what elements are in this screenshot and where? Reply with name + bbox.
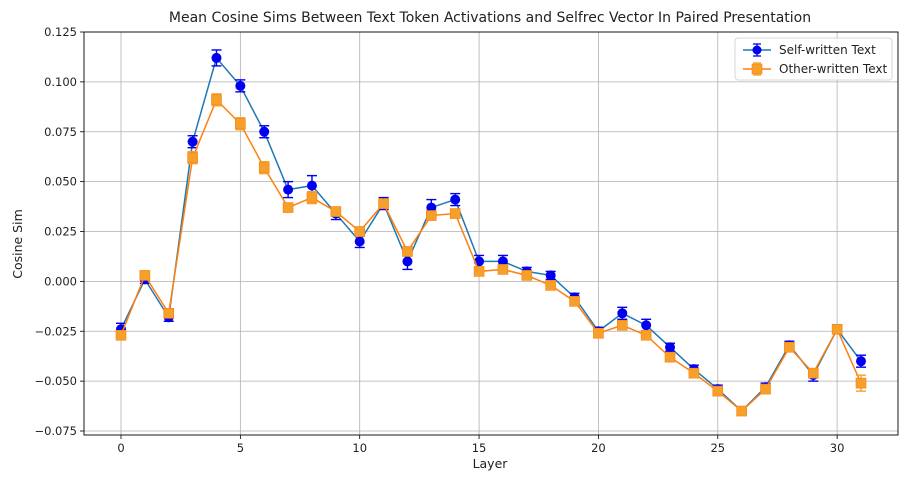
chart-title: Mean Cosine Sims Between Text Token Acti…	[169, 10, 811, 26]
data-point	[402, 256, 413, 267]
data-point	[497, 264, 509, 275]
legend-item: Self-written Text	[743, 43, 876, 57]
data-point	[426, 210, 437, 221]
data-point	[569, 296, 580, 307]
data-point	[449, 208, 461, 219]
y-axis: −0.075 −0.050 −0.025 0.000 0.025 0.050 0.075 0.…	[34, 25, 84, 438]
data-point	[760, 383, 771, 395]
data-point	[378, 198, 389, 209]
data-point	[211, 52, 222, 63]
data-point	[235, 118, 246, 130]
data-point	[641, 320, 652, 331]
data-point	[330, 206, 342, 217]
y-tick-label: 0.025	[44, 225, 77, 239]
y-tick-label: −0.025	[34, 324, 77, 338]
data-point	[211, 94, 222, 106]
y-tick-label: 0.125	[44, 25, 77, 39]
data-point	[163, 308, 175, 319]
data-point	[664, 351, 676, 363]
series-2	[115, 93, 867, 417]
data-point	[856, 356, 866, 367]
data-point	[617, 308, 628, 319]
y-tick-label: −0.075	[34, 424, 77, 438]
data-point	[306, 180, 317, 191]
x-tick-label: 10	[352, 441, 367, 455]
data-point	[235, 80, 246, 91]
data-point	[616, 319, 628, 331]
data-point	[688, 367, 700, 379]
legend-marker	[751, 63, 763, 75]
plot-frame	[83, 31, 899, 436]
legend-label: Self-written Text	[779, 43, 876, 57]
data-point	[736, 405, 747, 417]
y-tick-label: 0.075	[44, 125, 77, 139]
legend-box	[734, 37, 893, 81]
data-point	[258, 162, 270, 173]
data-point	[283, 184, 294, 195]
legend: Self-written Text Other-written Text	[734, 37, 893, 81]
data-point	[593, 327, 604, 339]
data-point	[831, 323, 843, 335]
x-tick-label: 30	[830, 441, 845, 455]
data-point	[665, 342, 676, 353]
data-point	[187, 152, 198, 163]
data-point	[545, 270, 556, 281]
x-axis: 0 5 10 15 20 25 30	[117, 435, 844, 455]
data-point	[521, 270, 533, 281]
grid	[84, 31, 898, 435]
data-point	[139, 270, 151, 281]
data-point	[712, 385, 724, 397]
data-point	[306, 192, 318, 203]
y-tick-label: 0.050	[44, 175, 77, 189]
data-point	[473, 266, 485, 277]
data-point	[259, 126, 270, 137]
data-point	[855, 377, 867, 389]
x-tick-label: 0	[117, 441, 124, 455]
data-point	[784, 341, 795, 353]
data-point	[807, 367, 819, 379]
x-tick-label: 5	[237, 441, 244, 455]
data-point	[187, 136, 198, 147]
legend-marker	[752, 45, 762, 55]
data-point	[402, 246, 413, 257]
x-axis-label: Layer	[473, 456, 509, 471]
x-tick-label: 25	[710, 441, 725, 455]
data-point	[450, 194, 461, 205]
data-point	[282, 202, 294, 213]
y-tick-label: 0.100	[44, 75, 77, 89]
x-tick-label: 15	[472, 441, 487, 455]
data-point	[354, 236, 365, 247]
data-point	[354, 226, 366, 237]
y-tick-label: −0.050	[34, 374, 77, 388]
data-point	[115, 329, 127, 341]
y-axis-label: Cosine Sim	[10, 209, 25, 279]
x-tick-label: 20	[591, 441, 606, 455]
data-point	[545, 280, 556, 291]
data-point	[640, 329, 652, 341]
y-tick-label: 0.000	[44, 274, 77, 288]
series-layer	[115, 49, 867, 417]
legend-label: Other-written Text	[779, 62, 887, 76]
legend-item: Other-written Text	[743, 62, 887, 76]
